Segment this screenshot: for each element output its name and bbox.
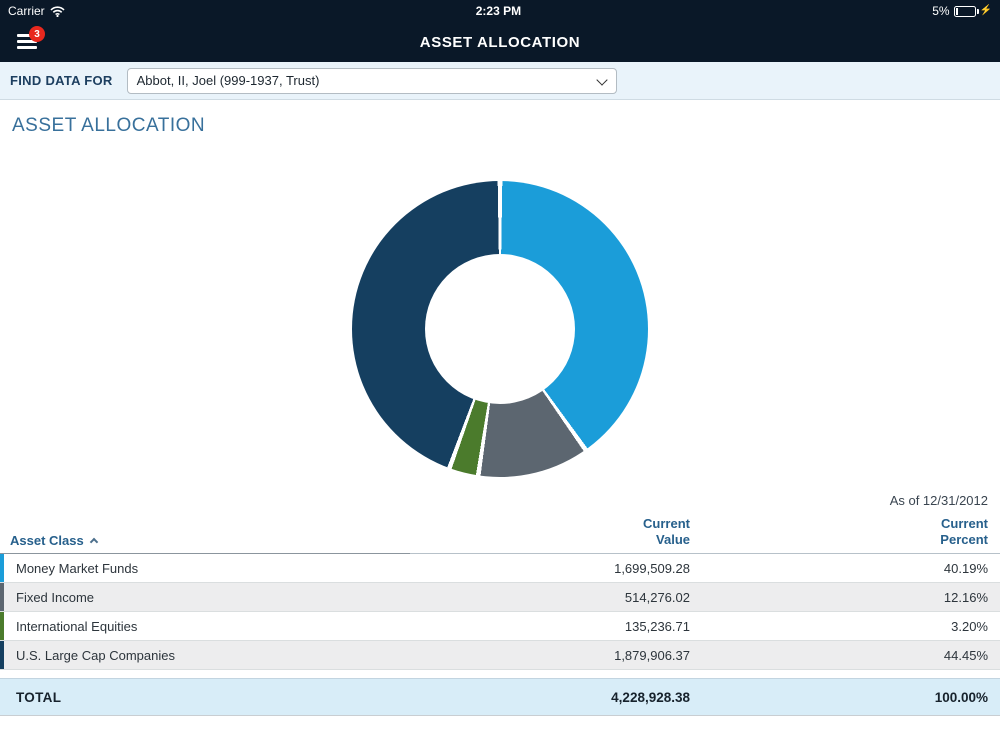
chevron-down-icon [595, 73, 608, 86]
row-color-swatch [0, 641, 4, 669]
table-row: Money Market Funds 1,699,509.28 40.19% [0, 554, 1000, 583]
chart-area [0, 181, 1000, 477]
carrier-label: Carrier [8, 4, 45, 18]
charging-icon: ⚡ [979, 5, 992, 16]
asset-class-cell: Money Market Funds [16, 560, 139, 576]
notification-badge: 3 [29, 26, 45, 42]
battery-percent-label: 5% [932, 4, 950, 18]
clock: 2:23 PM [475, 4, 522, 18]
current-percent-cell: 44.45% [943, 647, 988, 663]
nav-bar: 3 ASSET ALLOCATION [0, 22, 1000, 62]
row-color-swatch [0, 583, 4, 611]
page-title: ASSET ALLOCATION [419, 33, 581, 51]
donut-hole [425, 254, 575, 404]
table-row: International Equities 135,236.71 3.20% [0, 612, 1000, 641]
section-heading: ASSET ALLOCATION [12, 115, 206, 136]
status-bar: Carrier 2:23 PM 5% ⚡ [0, 0, 1000, 22]
total-label: TOTAL [16, 689, 62, 705]
account-select-dropdown[interactable]: Abbot, II, Joel (999-1937, Trust) [126, 67, 617, 94]
current-value-cell: 1,699,509.28 [614, 560, 690, 576]
account-select-value: Abbot, II, Joel (999-1937, Trust) [136, 73, 320, 88]
hamburger-menu-button[interactable]: 3 [17, 26, 45, 54]
table-row: Fixed Income 514,276.02 12.16% [0, 583, 1000, 612]
column-header-current-percent[interactable]: Current Percent [940, 516, 988, 547]
asset-allocation-table: Asset Class Current Value Current Percen… [0, 516, 1000, 716]
top-bar: Carrier 2:23 PM 5% ⚡ 3 ASSET ALLOCATION [0, 0, 1000, 62]
current-percent-cell: 12.16% [943, 589, 988, 605]
donut-chart [352, 181, 648, 477]
row-color-swatch [0, 554, 4, 582]
current-value-cell: 135,236.71 [624, 618, 690, 634]
table-header-row: Asset Class Current Value Current Percen… [0, 516, 1000, 555]
asset-class-cell: Fixed Income [16, 589, 95, 605]
current-value-cell: 1,879,906.37 [614, 647, 690, 663]
column-header-asset-class[interactable]: Asset Class [0, 533, 410, 548]
find-data-label: FIND DATA FOR [10, 73, 113, 88]
current-percent-cell: 40.19% [943, 560, 988, 576]
table-row: U.S. Large Cap Companies 1,879,906.37 44… [0, 641, 1000, 670]
wifi-icon [50, 5, 65, 17]
battery-icon [953, 5, 979, 17]
total-value-cell: 4,228,928.38 [611, 689, 690, 705]
total-percent-cell: 100.00% [934, 689, 988, 705]
column-header-current-value[interactable]: Current Value [643, 516, 690, 547]
asset-class-cell: International Equities [16, 618, 138, 634]
current-percent-cell: 3.20% [951, 618, 988, 634]
find-data-bar: FIND DATA FOR Abbot, II, Joel (999-1937,… [0, 62, 1000, 100]
current-value-cell: 514,276.02 [624, 589, 690, 605]
sort-ascending-icon [89, 537, 98, 547]
table-total-row: TOTAL 4,228,928.38 100.00% [0, 678, 1000, 716]
row-color-swatch [0, 612, 4, 640]
asset-class-cell: U.S. Large Cap Companies [16, 647, 175, 663]
as-of-date-label: As of 12/31/2012 [889, 493, 988, 508]
